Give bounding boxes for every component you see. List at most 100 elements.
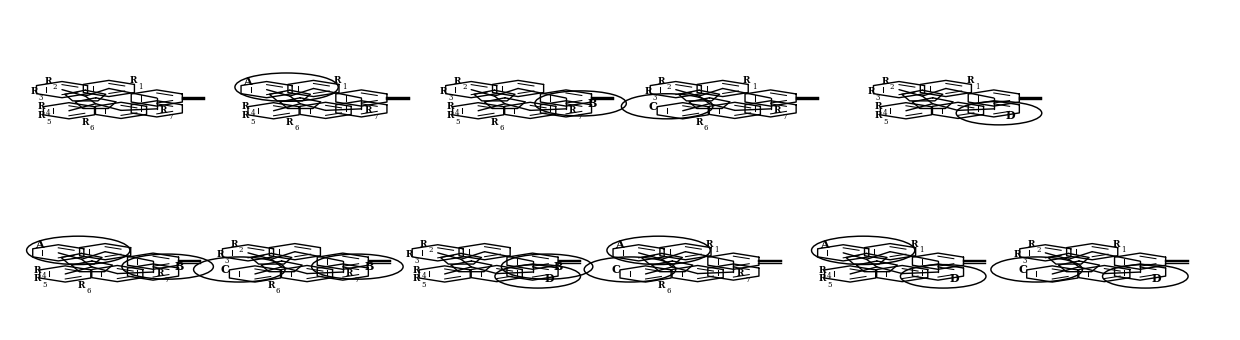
Text: R: R <box>129 76 136 85</box>
Text: R: R <box>346 270 353 278</box>
Text: 6: 6 <box>500 124 503 132</box>
Text: R: R <box>818 274 826 283</box>
Text: 1: 1 <box>714 246 719 254</box>
Text: 7: 7 <box>782 113 786 121</box>
Text: R: R <box>446 111 454 120</box>
Text: 3: 3 <box>224 257 229 265</box>
Text: 7: 7 <box>165 276 169 284</box>
Text: R: R <box>706 240 713 249</box>
Text: 5: 5 <box>422 281 427 289</box>
Text: 3: 3 <box>1022 257 1027 265</box>
Text: 2: 2 <box>429 246 433 254</box>
Text: 1: 1 <box>138 83 143 91</box>
Text: 3: 3 <box>414 257 419 265</box>
Text: 4: 4 <box>422 272 427 280</box>
Text: R: R <box>242 111 249 120</box>
Text: 5: 5 <box>250 118 255 125</box>
Text: 2: 2 <box>463 83 466 91</box>
Text: A: A <box>35 239 43 250</box>
Text: D: D <box>544 273 554 284</box>
Text: 4: 4 <box>455 109 460 117</box>
Text: 2: 2 <box>890 83 894 91</box>
Text: 5: 5 <box>883 118 888 125</box>
Text: A: A <box>243 76 252 87</box>
Text: 5: 5 <box>455 118 460 125</box>
Text: R: R <box>439 87 446 96</box>
Text: 3: 3 <box>652 94 657 102</box>
Text: D: D <box>950 273 960 284</box>
Text: 6: 6 <box>91 124 94 132</box>
Text: C: C <box>611 264 620 275</box>
Text: A: A <box>820 239 828 250</box>
Text: R: R <box>774 106 781 115</box>
Text: 5: 5 <box>42 281 47 289</box>
Text: 2: 2 <box>53 83 57 91</box>
Text: 6: 6 <box>87 287 91 295</box>
Text: R: R <box>454 76 461 86</box>
Text: 2: 2 <box>667 83 671 91</box>
Text: R: R <box>242 102 249 112</box>
Text: R: R <box>37 102 45 112</box>
Text: R: R <box>33 266 41 275</box>
Text: 5: 5 <box>46 118 51 125</box>
Text: R: R <box>882 76 889 86</box>
Text: 1: 1 <box>1121 246 1126 254</box>
Text: R: R <box>737 270 744 278</box>
Text: R: R <box>78 281 86 290</box>
Text: 3: 3 <box>875 94 880 102</box>
Text: R: R <box>268 281 275 290</box>
Text: B: B <box>365 261 373 272</box>
Text: B: B <box>554 261 563 272</box>
Text: R: R <box>365 106 372 115</box>
Text: R: R <box>33 274 41 283</box>
Text: 4: 4 <box>827 272 832 280</box>
Text: 1: 1 <box>919 246 924 254</box>
Text: 1: 1 <box>342 83 347 91</box>
Text: R: R <box>446 102 454 112</box>
Text: B: B <box>588 98 596 109</box>
Text: A: A <box>615 239 624 250</box>
Text: D: D <box>1152 273 1162 284</box>
Text: C: C <box>649 101 657 112</box>
Text: C: C <box>221 264 229 275</box>
Text: R: R <box>818 266 826 275</box>
Text: R: R <box>45 76 52 86</box>
Text: R: R <box>420 240 428 249</box>
Text: 4: 4 <box>250 109 255 117</box>
Text: R: R <box>743 76 750 85</box>
Text: 5: 5 <box>827 281 832 289</box>
Text: R: R <box>910 240 918 249</box>
Text: 6: 6 <box>704 124 708 132</box>
Text: 3: 3 <box>448 94 453 102</box>
Text: 6: 6 <box>277 287 280 295</box>
Text: R: R <box>658 281 666 290</box>
Text: R: R <box>491 118 498 127</box>
Text: R: R <box>1028 240 1035 249</box>
Text: 4: 4 <box>883 109 888 117</box>
Text: 6: 6 <box>295 124 299 132</box>
Text: R: R <box>334 76 341 85</box>
Text: R: R <box>405 250 413 259</box>
Text: R: R <box>82 118 89 127</box>
Text: R: R <box>216 250 223 259</box>
Text: R: R <box>413 266 420 275</box>
Text: 7: 7 <box>578 113 582 121</box>
Text: R: R <box>644 87 651 96</box>
Text: R: R <box>413 274 420 283</box>
Text: B: B <box>175 261 184 272</box>
Text: 1: 1 <box>751 83 756 91</box>
Text: 3: 3 <box>38 94 43 102</box>
Text: 2: 2 <box>1037 246 1040 254</box>
Text: R: R <box>874 111 882 120</box>
Text: D: D <box>1006 110 1016 121</box>
Text: R: R <box>874 102 882 112</box>
Text: R: R <box>1112 240 1120 249</box>
Text: 4: 4 <box>42 272 47 280</box>
Text: R: R <box>30 87 37 96</box>
Text: 7: 7 <box>745 276 749 284</box>
Text: R: R <box>696 118 703 127</box>
Text: 7: 7 <box>373 113 377 121</box>
Text: C: C <box>1018 264 1027 275</box>
Text: 1: 1 <box>975 83 980 91</box>
Text: R: R <box>160 106 167 115</box>
